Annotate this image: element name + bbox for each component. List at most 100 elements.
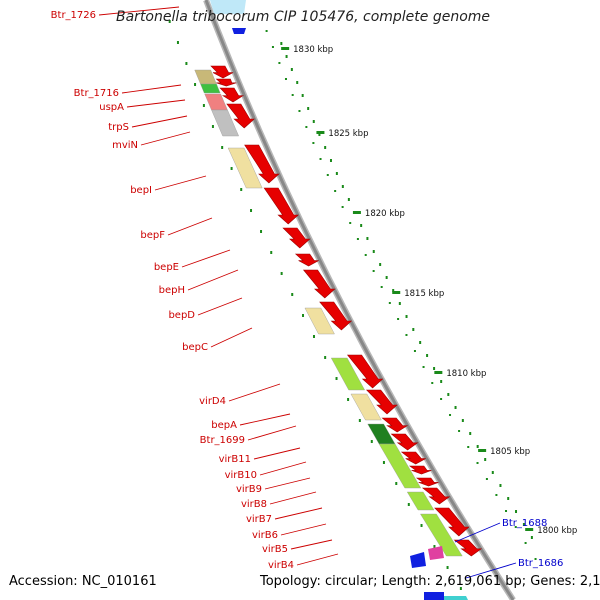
gene-arrow (282, 227, 311, 249)
outer-track-dot (385, 276, 388, 279)
outer-track-dot (301, 94, 304, 97)
gene-label-leader (98, 6, 180, 16)
gene-label: virB5 (262, 544, 288, 555)
gene-label-leader (290, 539, 333, 550)
gene-label-leader (228, 383, 281, 402)
outer-track-dot (341, 185, 344, 188)
gene-arrow (346, 354, 384, 389)
gene-label-leader (167, 217, 213, 236)
outer-track-dot (324, 146, 327, 149)
scale-tick-label: 1830 kbp (293, 45, 333, 55)
gene-arrow (244, 144, 280, 184)
gene-label: mviN (112, 140, 138, 151)
outer-track-dot (440, 380, 443, 383)
outer-track-dot (484, 458, 487, 461)
minor-tick (312, 142, 315, 144)
inner-track-dot (335, 377, 338, 380)
outer-track-dot (318, 133, 321, 136)
scale-tick-mark (281, 47, 290, 50)
outer-track-dot (296, 81, 299, 84)
minor-tick (458, 430, 461, 432)
outer-track-dot (360, 224, 363, 227)
inner-track-dot (324, 356, 327, 359)
outer-track-dot (447, 393, 450, 396)
gene-label: bepE (154, 262, 179, 273)
inner-track-dot (168, 20, 171, 23)
scale-tick-mark (525, 528, 534, 531)
gene-block-cyan (210, 0, 246, 14)
gene-label-reverse: Btr_1688 (502, 518, 547, 529)
gene-block-pink (428, 546, 444, 560)
gene-label-leader (140, 131, 191, 146)
scale-tick-mark (478, 449, 487, 452)
outer-track-dot (405, 315, 408, 318)
gene-label: virB7 (246, 514, 272, 525)
gene-label-leader-reverse (454, 522, 501, 543)
inner-track-dot (459, 587, 462, 590)
outer-track-dot (366, 237, 369, 240)
scale-tick-label: 1810 kbp (446, 369, 486, 379)
minor-tick (265, 30, 268, 32)
cog-block-lime (406, 491, 435, 511)
minor-tick (326, 174, 329, 176)
outer-track-dot (347, 198, 350, 201)
outer-track-dot (461, 419, 464, 422)
gene-label-leader (210, 327, 253, 348)
inner-track-dot (446, 566, 449, 569)
scale-tick-label: 1825 kbp (328, 129, 368, 139)
scale-tick-mark (392, 291, 401, 294)
gene-label-leader (264, 477, 311, 490)
gene-arrow (263, 187, 299, 225)
gene-label: bepC (182, 342, 208, 353)
outer-track-dot (515, 510, 518, 513)
cog-block-lime (420, 513, 463, 557)
minor-tick (422, 366, 425, 368)
gene-label: virD4 (199, 396, 226, 407)
minor-tick (284, 78, 287, 80)
inner-track-dot (202, 104, 205, 107)
gene-arrow (434, 507, 470, 537)
minor-tick (505, 510, 508, 512)
gene-label: bepD (168, 310, 195, 321)
gene-label-leader (269, 491, 317, 505)
gene-arrow (219, 87, 245, 103)
minor-tick (278, 62, 281, 64)
gene-label: virB8 (241, 499, 267, 510)
inner-track-dot (358, 419, 361, 422)
inner-track-dot (407, 503, 410, 506)
gene-arrow (415, 477, 439, 487)
outer-track-dot (522, 523, 525, 526)
outer-track-dot (280, 42, 283, 45)
minor-tick (372, 270, 375, 272)
minor-tick (476, 462, 479, 464)
gene-label-leader (280, 523, 327, 536)
gene-block-blue (424, 592, 444, 600)
outer-track-dot (476, 445, 479, 448)
minor-tick (397, 318, 400, 320)
gene-arrow (400, 451, 426, 465)
gene-labels: Btr_1726 Btr_1716 uspA trpS mviN bepI bepF bepE… (51, 10, 564, 571)
inner-track-dot (194, 83, 197, 86)
gene-label-leader (131, 115, 188, 128)
outer-track-dot (491, 471, 494, 474)
inner-track-dot (433, 545, 436, 548)
minor-tick (364, 254, 367, 256)
minor-tick (298, 110, 301, 112)
inner-track-dot (211, 125, 214, 128)
gene-arrow (210, 65, 234, 79)
minor-tick (349, 222, 352, 224)
gene-block-blue (232, 28, 246, 34)
cog-track-dots (168, 20, 537, 590)
gene-label-leader (126, 99, 186, 108)
inner-track-dot (382, 461, 385, 464)
inner-track-dot (347, 398, 350, 401)
gene-block-blue (410, 552, 426, 568)
gene-label-leader (253, 447, 301, 460)
gene-label-leader (259, 461, 307, 476)
minor-tick (514, 526, 517, 528)
minor-tick (534, 558, 537, 560)
cog-block-pale (227, 147, 263, 189)
outer-track-dot (329, 159, 332, 162)
outer-track-dot (454, 406, 457, 409)
gene-label-leader (247, 425, 297, 441)
